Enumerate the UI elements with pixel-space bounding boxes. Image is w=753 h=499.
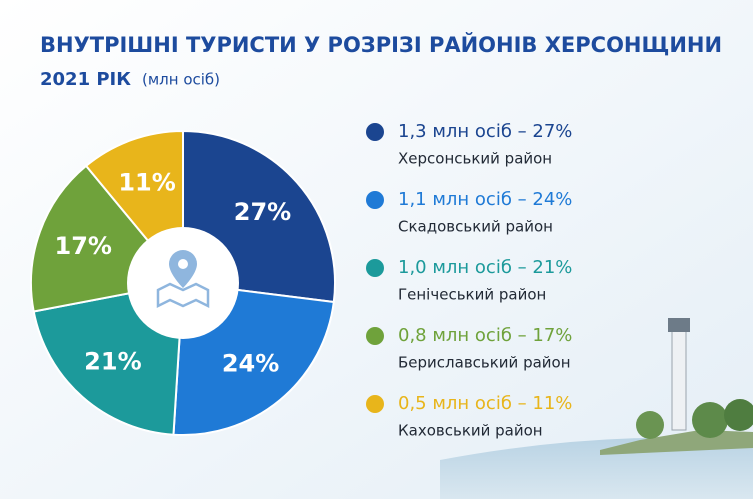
chart-title: ВНУТРІШНІ ТУРИСТИ У РОЗРІЗІ РАЙОНІВ ХЕРС… [40, 32, 722, 57]
legend: 1,3 млн осіб – 27% Херсонський район 1,1 м… [366, 121, 572, 440]
legend-name: Каховський район [398, 422, 543, 440]
legend-dot [366, 259, 384, 277]
tree [636, 411, 664, 439]
tree [692, 402, 728, 438]
legend-name: Херсонський район [398, 150, 552, 168]
lighthouse-top [668, 318, 690, 332]
slice-label: 17% [55, 232, 112, 260]
map-icon [156, 282, 210, 309]
legend-value: 1,0 млн осіб – 21% [398, 257, 572, 278]
legend-value: 0,5 млн осіб – 11% [398, 393, 572, 414]
slice-label: 24% [222, 350, 279, 378]
legend-name: Генічеський район [398, 286, 546, 304]
legend-dot [366, 395, 384, 413]
tree [724, 399, 753, 431]
lighthouse [671, 329, 687, 431]
unit-label: (млн осіб) [142, 71, 220, 89]
slice-label: 27% [234, 198, 291, 226]
legend-dot [366, 191, 384, 209]
legend-name: Скадовський район [398, 218, 553, 236]
sea [440, 437, 753, 499]
legend-dot [366, 123, 384, 141]
legend-value: 1,1 млн осіб – 24% [398, 189, 572, 210]
legend-name: Бериславський район [398, 354, 571, 372]
slice-label: 21% [84, 348, 141, 376]
chart-subtitle: 2021 РІК [40, 69, 131, 90]
slice-label: 11% [118, 168, 175, 196]
pin-dot [178, 259, 188, 269]
legend-dot [366, 327, 384, 345]
legend-value: 1,3 млн осіб – 27% [398, 121, 572, 142]
legend-value: 0,8 млн осіб – 17% [398, 325, 572, 346]
